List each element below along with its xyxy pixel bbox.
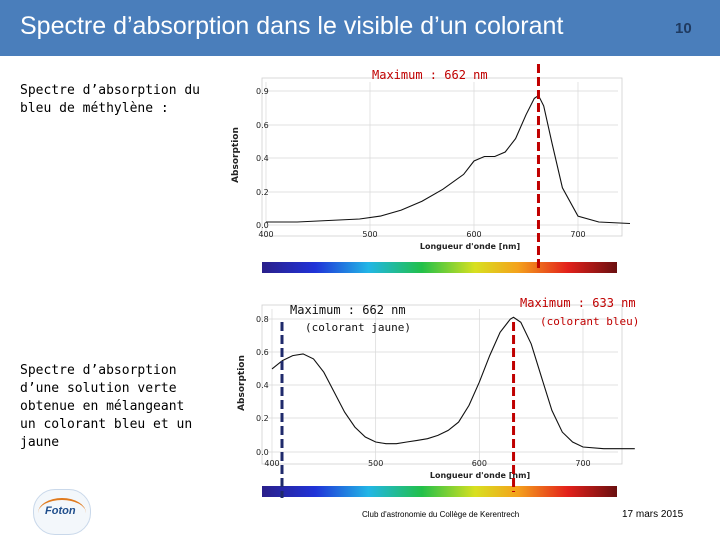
y-tick-label: 0.4 — [256, 154, 269, 163]
x-axis-label: Longueur d'onde [nm] — [430, 471, 530, 480]
methylene-blue-chart: 400 500 600 700 0.0 0.2 0.4 0.6 0.9 Absorption Lon… — [231, 77, 631, 251]
y-tick-label: 0.2 — [256, 414, 269, 423]
description-green-solution: Spectre d’absorption d’une solution vert… — [20, 363, 193, 450]
annotation-max-yellow: Maximum : 662 nm — [290, 303, 406, 317]
annotation-max-blue: Maximum : 633 nm — [520, 296, 636, 310]
y-axis-label: Absorption — [237, 355, 247, 411]
x-tick-label: 600 — [466, 230, 481, 239]
absorption-curve — [271, 316, 635, 450]
absorption-curve — [266, 94, 631, 225]
logo-text: Foton — [45, 505, 76, 517]
visible-spectrum-bar-bottom — [262, 486, 617, 497]
logo-arc — [38, 498, 86, 528]
x-tick-label: 500 — [362, 230, 377, 239]
x-tick-label: 500 — [368, 459, 383, 468]
x-tick-label: 700 — [575, 459, 590, 468]
y-tick-label: 0.2 — [256, 188, 269, 197]
y-tick-label: 0.6 — [256, 121, 269, 130]
date-footer: 17 mars 2015 — [622, 509, 684, 520]
page-number: 10 — [675, 20, 692, 37]
green-solution-chart: 400 500 600 700 0.0 0.2 0.4 0.6 0.8 Absorption Lon… — [237, 304, 635, 480]
y-axis-label: Absorption — [231, 127, 241, 183]
annotation-blue-dye: (colorant bleu) — [540, 315, 639, 328]
plot-area — [261, 77, 623, 237]
x-axis-label: Longueur d'onde [nm] — [420, 242, 520, 251]
y-tick-label: 0.0 — [256, 221, 269, 230]
club-footer: Club d'astronomie du Collège de Kerentre… — [362, 510, 520, 519]
x-tick-label: 700 — [570, 230, 585, 239]
description-methylene-blue: Spectre d’absorption du bleu de méthylèn… — [20, 83, 201, 116]
y-tick-label: 0.6 — [256, 348, 269, 357]
annotation-yellow-dye: (colorant jaune) — [305, 321, 411, 334]
x-tick-label: 400 — [258, 230, 273, 239]
y-tick-label: 0.8 — [256, 315, 269, 324]
foton-logo: Foton — [33, 489, 91, 535]
visible-spectrum-bar-top — [262, 262, 617, 273]
x-tick-label: 600 — [472, 459, 487, 468]
page-title: Spectre d’absorption dans le visible d’u… — [20, 12, 564, 40]
y-tick-label: 0.0 — [256, 448, 269, 457]
plot-area — [261, 304, 623, 465]
y-tick-label: 0.9 — [256, 87, 269, 96]
x-tick-label: 400 — [264, 459, 279, 468]
title-bar — [0, 0, 720, 56]
y-tick-label: 0.4 — [256, 381, 269, 390]
annotation-max-top: Maximum : 662 nm — [372, 68, 488, 82]
